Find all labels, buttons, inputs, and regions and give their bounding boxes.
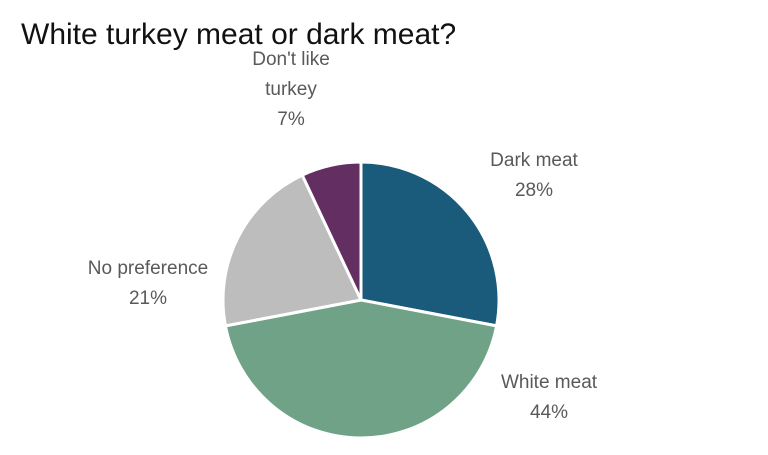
- slice-label-white-meat-line-1: White meat: [501, 372, 598, 393]
- slice-label-no-preference-line-1: No preference: [88, 258, 208, 279]
- slice-label-don-t-like-turkey-line-1: Don't like: [252, 49, 330, 70]
- slice-label-don-t-like-turkey-line-3: 7%: [277, 109, 305, 130]
- pie-slices: [221, 160, 501, 440]
- pie-slice-white-meat: [223, 298, 499, 440]
- pie-slice-dark-meat: [359, 160, 501, 328]
- pie-labels: Dark meat 28% White meat 44% No preference 21…: [88, 49, 598, 423]
- slice-label-don-t-like-turkey-line-2: turkey: [265, 79, 317, 100]
- pie-slice-don-t-like-turkey: [300, 160, 363, 302]
- pie-slice-no-preference: [221, 173, 363, 328]
- slice-label-dark-meat-line-2: 28%: [515, 180, 553, 201]
- chart-title: White turkey meat or dark meat?: [21, 18, 457, 51]
- slice-label-no-preference-line-2: 21%: [129, 288, 167, 309]
- slice-label-dark-meat-line-1: Dark meat: [490, 150, 578, 171]
- slice-label-white-meat-line-2: 44%: [530, 402, 568, 423]
